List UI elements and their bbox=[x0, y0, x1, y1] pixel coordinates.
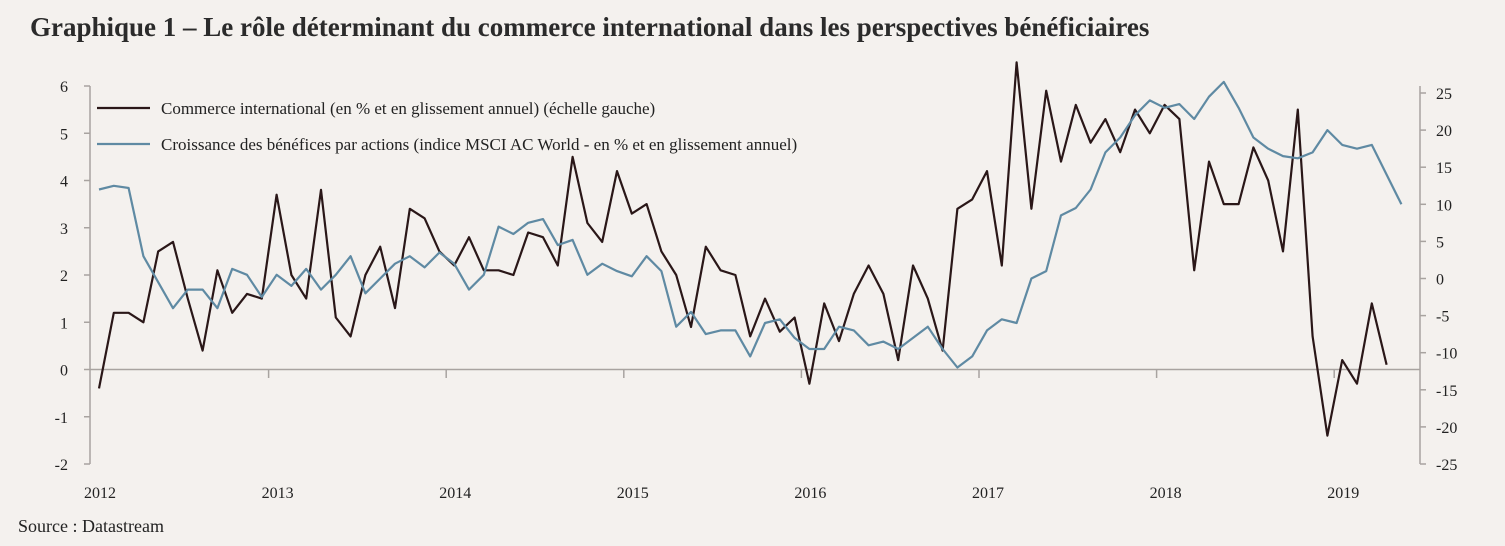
legend-label-2: Croissance des bénéfices par actions (in… bbox=[161, 135, 797, 154]
right-tick-label: 5 bbox=[1436, 234, 1444, 251]
x-tick-label: 2018 bbox=[1150, 485, 1182, 502]
left-tick-label: -1 bbox=[55, 410, 68, 427]
chart-legend: Commerce international (en % et en gliss… bbox=[97, 99, 797, 154]
chart-title: Graphique 1 – Le rôle déterminant du com… bbox=[30, 12, 1150, 42]
right-tick-label: -5 bbox=[1436, 309, 1449, 326]
chart-lines bbox=[97, 61, 1403, 437]
right-tick-label: -25 bbox=[1436, 457, 1457, 474]
x-tick-label: 2013 bbox=[262, 485, 294, 502]
x-tick-label: 2019 bbox=[1327, 485, 1359, 502]
right-tick-label: -15 bbox=[1436, 383, 1457, 400]
right-tick-label: -20 bbox=[1436, 420, 1457, 437]
right-tick-label: -10 bbox=[1436, 346, 1457, 363]
x-tick-label: 2014 bbox=[439, 485, 471, 502]
x-tick-label: 2017 bbox=[972, 485, 1004, 502]
right-tick-label: 15 bbox=[1436, 160, 1452, 177]
right-tick-label: 25 bbox=[1436, 86, 1452, 103]
source-note: Source : Datastream bbox=[18, 516, 164, 536]
series-line-2 bbox=[98, 80, 1403, 369]
legend-label-1: Commerce international (en % et en gliss… bbox=[161, 99, 655, 118]
left-tick-label: 5 bbox=[60, 126, 68, 143]
left-tick-label: 3 bbox=[60, 221, 68, 238]
x-tick-label: 2015 bbox=[617, 485, 649, 502]
left-tick-label: 2 bbox=[60, 268, 68, 285]
x-tick-label: 2012 bbox=[84, 485, 116, 502]
right-tick-label: 20 bbox=[1436, 123, 1452, 140]
left-tick-label: 6 bbox=[60, 79, 68, 96]
left-tick-label: 4 bbox=[60, 174, 68, 191]
right-tick-label: 10 bbox=[1436, 197, 1452, 214]
left-tick-label: -2 bbox=[55, 457, 68, 474]
right-tick-label: 0 bbox=[1436, 272, 1444, 289]
x-tick-label: 2016 bbox=[794, 485, 826, 502]
left-tick-label: 0 bbox=[60, 363, 68, 380]
left-tick-label: 1 bbox=[60, 315, 68, 332]
series-line-1 bbox=[97, 61, 1388, 437]
